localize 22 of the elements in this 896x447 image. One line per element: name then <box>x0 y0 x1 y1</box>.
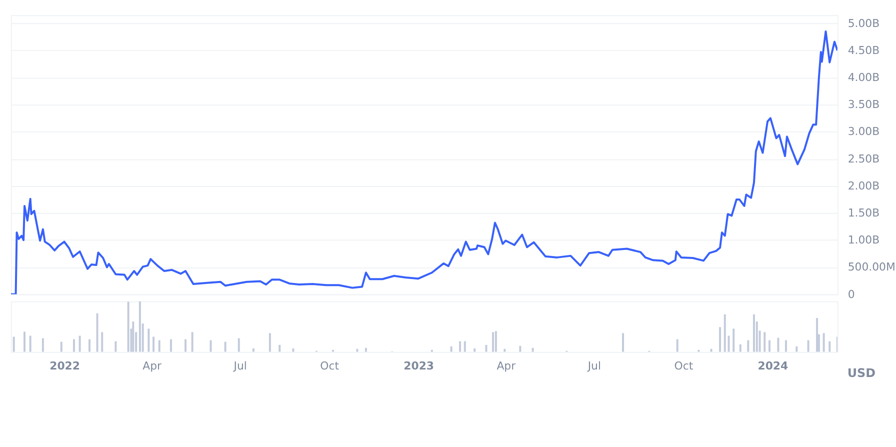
x-tick-label: 2024 <box>758 359 788 372</box>
x-tick-label: 2022 <box>50 359 80 372</box>
y-tick-label: 3.50B <box>848 98 880 112</box>
y-tick-label: 0 <box>848 288 855 301</box>
y-tick-label: 5.00B <box>848 16 880 30</box>
y-tick-label: 2.00B <box>848 179 880 192</box>
x-tick-label: Apr <box>496 359 516 372</box>
y-tick-label: 2.50B <box>848 152 880 166</box>
line-series <box>10 30 838 294</box>
x-tick-label: Oct <box>674 359 694 372</box>
x-tick-label: Apr <box>142 359 162 372</box>
x-tick-label: Oct <box>320 359 340 372</box>
y-tick-label: 4.50B <box>848 44 880 57</box>
y-tick-label: 1.50B <box>848 206 880 220</box>
text: USD <box>847 366 876 380</box>
x-tick-label: Jul <box>232 359 247 372</box>
y-tick-label: 3.00B <box>848 125 880 138</box>
x-tick-label: 2023 <box>404 359 434 372</box>
y-tick-label: 1.00B <box>848 234 880 247</box>
y-tick-label: 4.00B <box>848 70 880 84</box>
x-tick-label: Jul <box>586 359 601 372</box>
y-tick-label: 500.00M <box>848 260 896 274</box>
